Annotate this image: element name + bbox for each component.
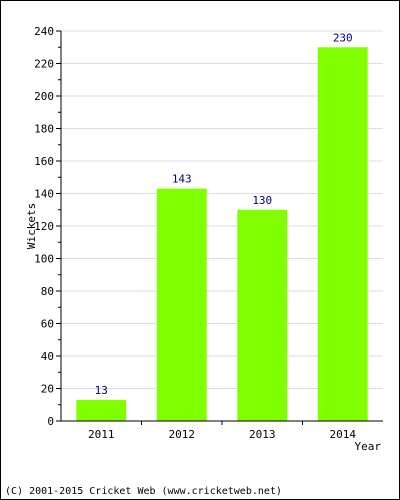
data-labels: 13 143 130 230 bbox=[95, 31, 353, 397]
y-tick-label: 0 bbox=[47, 415, 54, 428]
y-tick-label: 220 bbox=[34, 58, 54, 71]
data-label-2011: 13 bbox=[95, 384, 108, 397]
x-tick-labels: 2011 2012 2013 2014 bbox=[88, 428, 356, 441]
y-tick-label: 240 bbox=[34, 25, 54, 38]
y-tick-labels: 0 20 40 60 80 100 120 140 160 180 200 220 240 bbox=[34, 25, 54, 428]
y-tick-label: 60 bbox=[41, 318, 54, 331]
y-tick-label: 40 bbox=[41, 350, 54, 363]
copyright-footer: (C) 2001-2015 Cricket Web (www.cricketwe… bbox=[5, 486, 282, 497]
axes bbox=[56, 30, 383, 425]
y-tick-label: 160 bbox=[34, 155, 54, 168]
y-tick-label: 180 bbox=[34, 123, 54, 136]
x-tick-label: 2014 bbox=[330, 428, 357, 441]
x-tick-label: 2012 bbox=[169, 428, 196, 441]
bars bbox=[76, 47, 368, 421]
y-tick-label: 140 bbox=[34, 188, 54, 201]
bar-2012 bbox=[156, 188, 207, 421]
x-tick-label: 2011 bbox=[88, 428, 115, 441]
y-tick-label: 20 bbox=[41, 383, 54, 396]
x-axis-title: Year bbox=[355, 440, 382, 453]
x-tick-label: 2013 bbox=[249, 428, 276, 441]
y-tick-label: 200 bbox=[34, 90, 54, 103]
data-label-2012: 143 bbox=[172, 173, 192, 186]
y-axis-title: Wickets bbox=[25, 203, 38, 249]
chart-canvas: 13 143 130 230 0 20 40 60 80 100 120 140 160 180 200 2… bbox=[25, 25, 383, 453]
y-tick-label: 100 bbox=[34, 253, 54, 266]
bar-2013 bbox=[237, 209, 288, 421]
data-label-2014: 230 bbox=[333, 31, 353, 44]
bar-2011 bbox=[76, 399, 127, 421]
bar-2014 bbox=[317, 47, 368, 421]
y-tick-label: 80 bbox=[41, 285, 54, 298]
y-tick-label: 120 bbox=[34, 220, 54, 233]
data-label-2013: 130 bbox=[252, 194, 272, 207]
